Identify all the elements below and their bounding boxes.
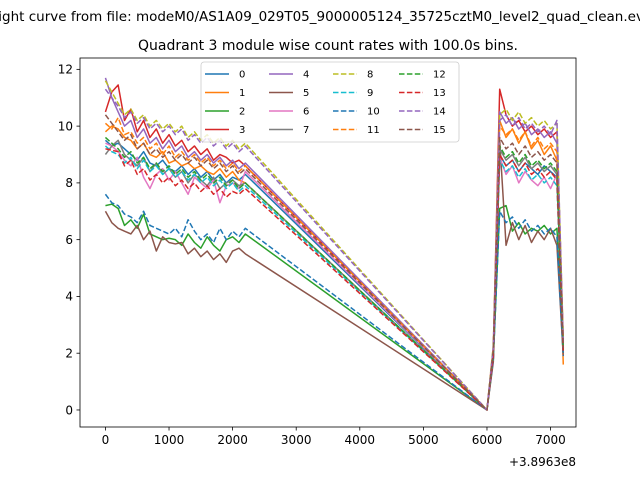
- series-line-9: [104, 145, 565, 411]
- y-tick-label: 6: [65, 233, 73, 247]
- legend-label-13: 13: [433, 88, 446, 99]
- chart-suptitle: Light curve from file: modeM0/AS1A09_029…: [0, 9, 640, 25]
- y-tick-label: 2: [65, 347, 73, 361]
- legend-label-14: 14: [433, 107, 446, 118]
- y-tick-label: 8: [65, 176, 73, 190]
- x-tick-label: 7000: [535, 433, 566, 447]
- x-offset-label: +3.8963e8: [509, 455, 576, 469]
- legend-label-9: 9: [367, 88, 373, 99]
- y-tick-label: 4: [65, 290, 73, 304]
- legend-label-7: 7: [303, 125, 309, 136]
- series-line-13: [105, 148, 565, 411]
- series-line-4: [104, 77, 565, 411]
- series-line-12: [104, 136, 565, 411]
- x-tick-label: 1000: [154, 433, 185, 447]
- legend-label-12: 12: [433, 70, 446, 81]
- legend-label-5: 5: [303, 88, 309, 99]
- legend-label-10: 10: [367, 107, 380, 118]
- x-tick-label: 6000: [472, 433, 503, 447]
- series-line-5: [104, 139, 565, 411]
- chart-title: Quadrant 3 module wise count rates with …: [138, 38, 518, 54]
- series-group: [104, 77, 565, 411]
- series-line-11: [104, 116, 565, 411]
- y-tick-label: 12: [58, 63, 73, 77]
- plot-area: 0 1000 2000 3000 4000 5000 6000 7000024681012+3…: [58, 57, 577, 469]
- legend-label-1: 1: [239, 88, 245, 99]
- legend-label-4: 4: [303, 70, 309, 81]
- series-line-0: [104, 139, 565, 411]
- x-tick-label: 2000: [217, 433, 248, 447]
- legend-box: [200, 61, 460, 143]
- legend-label-2: 2: [239, 107, 245, 118]
- axes-frame: [79, 57, 577, 428]
- legend-label-11: 11: [367, 125, 380, 136]
- legend-label-0: 0: [239, 70, 245, 81]
- legend-label-15: 15: [433, 125, 446, 136]
- series-line-3: [104, 84, 565, 411]
- legend-label-6: 6: [303, 107, 309, 118]
- x-tick-label: 5000: [408, 433, 439, 447]
- legend-label-3: 3: [239, 125, 245, 136]
- x-tick-label: 3000: [281, 433, 312, 447]
- x-tick-label: 0: [102, 433, 110, 447]
- x-tick-label: 4000: [345, 433, 376, 447]
- series-line-15: [104, 114, 565, 411]
- legend-label-8: 8: [367, 70, 373, 81]
- y-tick-label: 10: [58, 119, 73, 133]
- series-line-2: [105, 203, 565, 411]
- series-line-14: [104, 88, 565, 411]
- y-tick-label: 0: [65, 403, 73, 417]
